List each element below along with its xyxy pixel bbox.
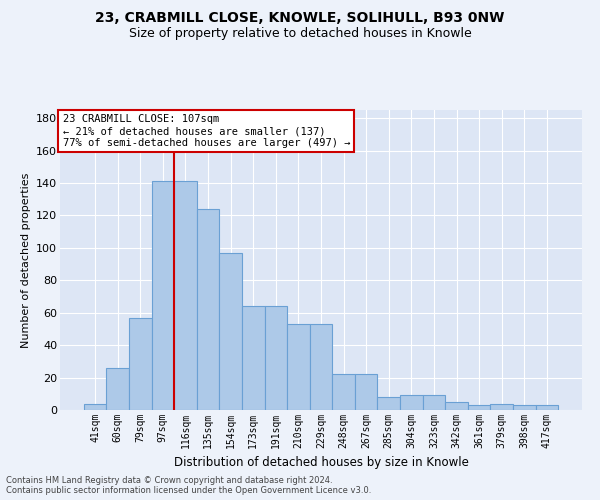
Bar xyxy=(377,397,400,410)
Y-axis label: Number of detached properties: Number of detached properties xyxy=(20,172,31,348)
Bar xyxy=(106,368,129,410)
Bar xyxy=(129,318,152,410)
Bar xyxy=(422,396,445,410)
Text: 23 CRABMILL CLOSE: 107sqm
← 21% of detached houses are smaller (137)
77% of semi: 23 CRABMILL CLOSE: 107sqm ← 21% of detac… xyxy=(62,114,350,148)
Bar xyxy=(242,306,265,410)
Bar xyxy=(174,182,197,410)
Text: 23, CRABMILL CLOSE, KNOWLE, SOLIHULL, B93 0NW: 23, CRABMILL CLOSE, KNOWLE, SOLIHULL, B9… xyxy=(95,11,505,25)
Text: Contains HM Land Registry data © Crown copyright and database right 2024.
Contai: Contains HM Land Registry data © Crown c… xyxy=(6,476,371,495)
Bar xyxy=(355,374,377,410)
Bar xyxy=(197,209,220,410)
Bar xyxy=(310,324,332,410)
Bar xyxy=(332,374,355,410)
Bar xyxy=(536,405,558,410)
Bar xyxy=(400,396,422,410)
Bar xyxy=(513,405,536,410)
Text: Size of property relative to detached houses in Knowle: Size of property relative to detached ho… xyxy=(128,28,472,40)
Bar xyxy=(287,324,310,410)
Bar xyxy=(152,182,174,410)
X-axis label: Distribution of detached houses by size in Knowle: Distribution of detached houses by size … xyxy=(173,456,469,469)
Bar xyxy=(265,306,287,410)
Bar xyxy=(220,252,242,410)
Bar xyxy=(445,402,468,410)
Bar xyxy=(84,404,106,410)
Bar xyxy=(468,405,490,410)
Bar xyxy=(490,404,513,410)
